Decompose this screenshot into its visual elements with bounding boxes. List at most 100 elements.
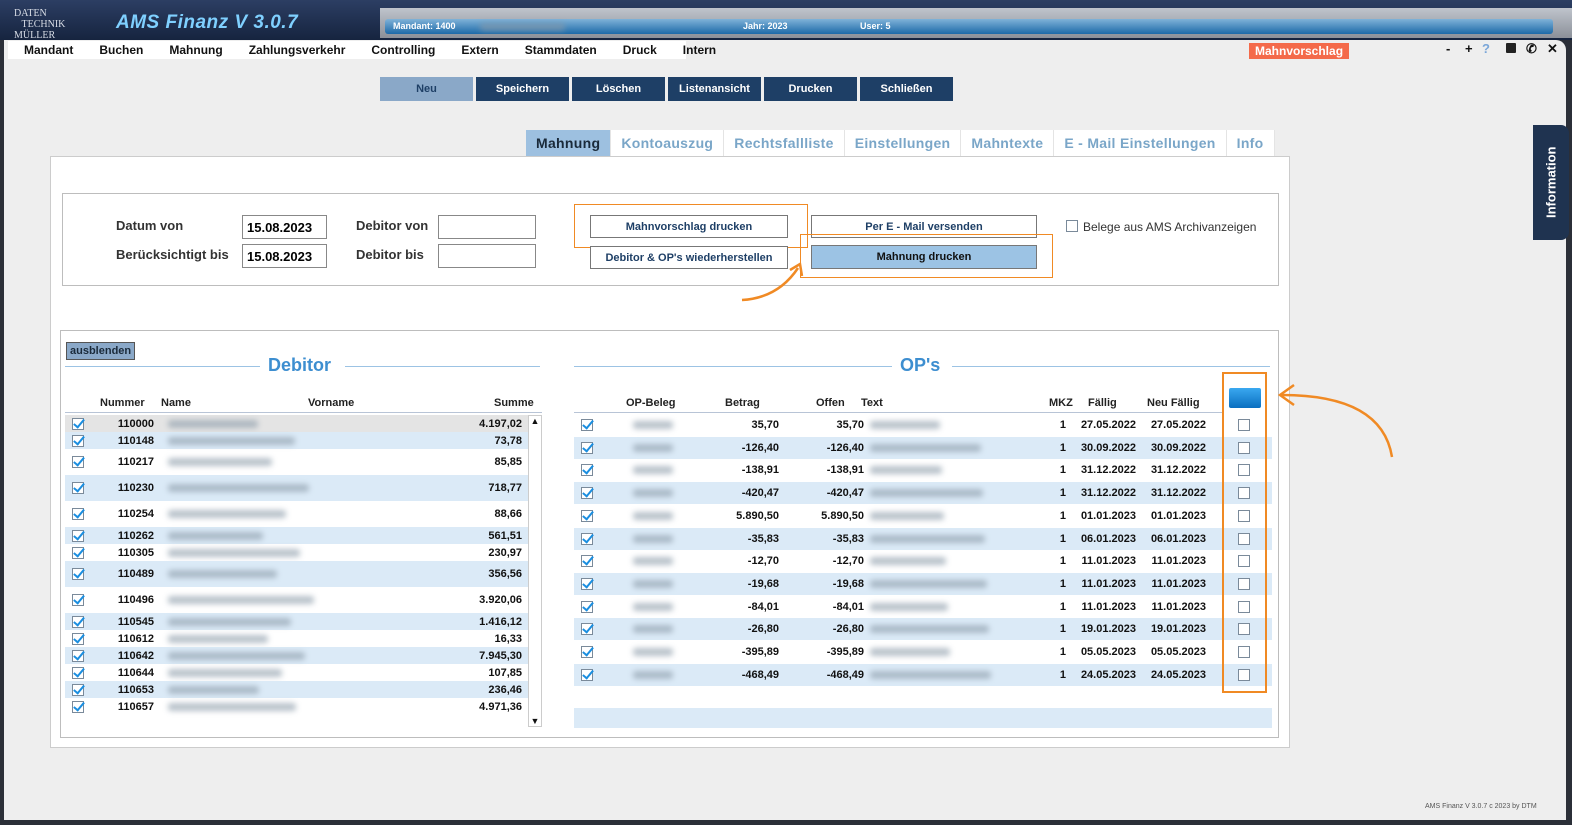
debitor-row[interactable]: 110642 7.945,30 (65, 647, 528, 664)
debitor-row[interactable]: 110230 718,77 (65, 475, 528, 501)
row-checkbox[interactable] (72, 683, 84, 696)
debitor-row[interactable]: 110545 1.416,12 (65, 613, 528, 630)
row-checkbox[interactable] (72, 632, 84, 645)
debitor-row[interactable]: 110262 561,51 (65, 527, 528, 544)
op-checkbox[interactable] (581, 464, 593, 477)
tab-rechtsfallliste[interactable]: Rechtsfallliste (724, 130, 845, 156)
op-row[interactable]: -12,70 -12,70 1 11.01.2023 11.01.2023 (574, 550, 1272, 572)
row-checkbox[interactable] (72, 649, 84, 662)
close-icon[interactable]: ✕ (1547, 41, 1558, 56)
email-versenden-button[interactable]: Per E - Mail versenden (811, 215, 1037, 238)
toolbar-listenansicht-button[interactable]: Listenansicht (668, 77, 761, 101)
toolbar-löschen-button[interactable]: Löschen (572, 77, 665, 101)
op-row[interactable]: -35,83 -35,83 1 06.01.2023 06.01.2023 (574, 527, 1272, 550)
tab-mahnung[interactable]: Mahnung (526, 130, 612, 156)
mahnvorschlag-badge[interactable]: Mahnvorschlag (1249, 43, 1350, 59)
col-nummer[interactable]: Nummer (100, 397, 145, 409)
col-offen[interactable]: Offen (816, 397, 845, 409)
op-row[interactable]: -420,47 -420,47 1 31.12.2022 31.12.2022 (574, 482, 1272, 505)
col-text[interactable]: Text (861, 397, 883, 409)
op-checkbox[interactable] (581, 646, 593, 658)
row-checkbox[interactable] (72, 546, 84, 559)
archiv-checkbox[interactable] (1066, 220, 1078, 232)
row-checkbox[interactable] (72, 700, 84, 713)
op-row[interactable]: -395,89 -395,89 1 05.05.2023 05.05.2023 (574, 641, 1272, 663)
col-op-beleg[interactable]: OP-Beleg (626, 397, 676, 409)
op-row[interactable]: -138,91 -138,91 1 31.12.2022 31.12.2022 (574, 459, 1272, 481)
information-side-tab[interactable]: Information (1533, 125, 1569, 240)
op-select-checkbox[interactable] (1238, 577, 1250, 590)
debitor-row[interactable]: 110644 107,85 (65, 664, 528, 681)
mahnung-drucken-button[interactable]: Mahnung drucken (811, 245, 1037, 269)
op-select-checkbox[interactable] (1238, 600, 1250, 613)
save-icon[interactable] (1506, 43, 1516, 53)
menu-intern[interactable]: Intern (682, 43, 717, 57)
col-summe[interactable]: Summe (494, 397, 534, 409)
debitor-row[interactable]: 110305 230,97 (65, 544, 528, 561)
tab-einstellungen[interactable]: Einstellungen (845, 130, 962, 156)
debitor-row[interactable]: 110148 73,78 (65, 432, 528, 449)
debitor-row[interactable]: 110000 4.197,02 (65, 415, 528, 432)
debitor-bis-input[interactable] (438, 244, 536, 268)
menu-controlling[interactable]: Controlling (371, 43, 436, 57)
menu-druck[interactable]: Druck (622, 43, 657, 57)
debitor-row[interactable]: 110254 88,66 (65, 501, 528, 527)
menu-extern[interactable]: Extern (461, 43, 499, 57)
col-name[interactable]: Name (161, 397, 191, 409)
datum-von-input[interactable] (242, 215, 327, 239)
col-faellig[interactable]: Fällig (1088, 397, 1117, 409)
op-select-checkbox[interactable] (1238, 555, 1250, 568)
row-checkbox[interactable] (72, 417, 84, 430)
tab-info[interactable]: Info (1227, 130, 1275, 156)
row-checkbox[interactable] (72, 434, 84, 447)
op-select-checkbox[interactable] (1238, 441, 1250, 454)
col-betrag[interactable]: Betrag (725, 397, 760, 409)
debitor-row[interactable]: 110496 3.920,06 (65, 587, 528, 613)
op-checkbox[interactable] (581, 532, 593, 545)
debitor-row[interactable]: 110489 356,56 (65, 561, 528, 587)
beruecksichtigt-input[interactable] (242, 244, 327, 268)
op-checkbox[interactable] (581, 600, 593, 613)
op-select-checkbox[interactable] (1238, 487, 1250, 500)
row-checkbox[interactable] (72, 568, 84, 580)
menu-stammdaten[interactable]: Stammdaten (524, 43, 597, 57)
tab-mahntexte[interactable]: Mahntexte (961, 130, 1055, 156)
ausblenden-button[interactable]: ausblenden (66, 342, 136, 360)
op-checkbox[interactable] (581, 668, 593, 681)
row-checkbox[interactable] (72, 482, 84, 494)
tab-kontoauszug[interactable]: Kontoauszug (611, 130, 725, 156)
mahnvorschlag-drucken-button[interactable]: Mahnvorschlag drucken (590, 215, 788, 238)
folder-icon[interactable] (1229, 388, 1261, 408)
col-neu-faellig[interactable]: Neu Fällig (1147, 397, 1200, 409)
op-checkbox[interactable] (581, 419, 593, 431)
op-row[interactable]: -468,49 -468,49 1 24.05.2023 24.05.2023 (574, 663, 1272, 686)
toolbar-drucken-button[interactable]: Drucken (764, 77, 857, 101)
plus-icon[interactable]: + (1465, 41, 1473, 56)
op-select-checkbox[interactable] (1238, 464, 1250, 477)
op-row[interactable]: 35,70 35,70 1 27.05.2022 27.05.2022 (574, 414, 1272, 436)
menu-zahlungsverkehr[interactable]: Zahlungsverkehr (248, 43, 346, 57)
phone-icon[interactable]: ✆ (1526, 41, 1537, 56)
row-checkbox[interactable] (72, 508, 84, 520)
menu-buchen[interactable]: Buchen (99, 43, 144, 57)
minimize-icon[interactable]: - (1446, 41, 1451, 56)
wiederherstellen-button[interactable]: Debitor & OP's wiederherstellen (590, 246, 788, 269)
debitor-scrollbar[interactable]: ▲ ▼ (528, 415, 542, 727)
row-checkbox[interactable] (72, 594, 84, 606)
op-checkbox[interactable] (581, 623, 593, 636)
debitor-row[interactable]: 110657 4.971,36 (65, 698, 528, 715)
scroll-up-icon[interactable]: ▲ (530, 416, 540, 426)
op-checkbox[interactable] (581, 441, 593, 454)
op-checkbox[interactable] (581, 555, 593, 568)
menu-mandant[interactable]: Mandant (24, 43, 74, 57)
row-checkbox[interactable] (72, 615, 84, 628)
help-icon[interactable]: ? (1482, 41, 1490, 56)
op-checkbox[interactable] (581, 509, 593, 522)
toolbar-schließen-button[interactable]: Schließen (860, 77, 953, 101)
toolbar-speichern-button[interactable]: Speichern (476, 77, 569, 101)
scroll-down-icon[interactable]: ▼ (530, 716, 540, 726)
op-row[interactable]: -84,01 -84,01 1 11.01.2023 11.01.2023 (574, 596, 1272, 618)
debitor-row[interactable]: 110612 16,33 (65, 630, 528, 647)
op-checkbox[interactable] (581, 487, 593, 500)
op-select-checkbox[interactable] (1238, 509, 1250, 522)
